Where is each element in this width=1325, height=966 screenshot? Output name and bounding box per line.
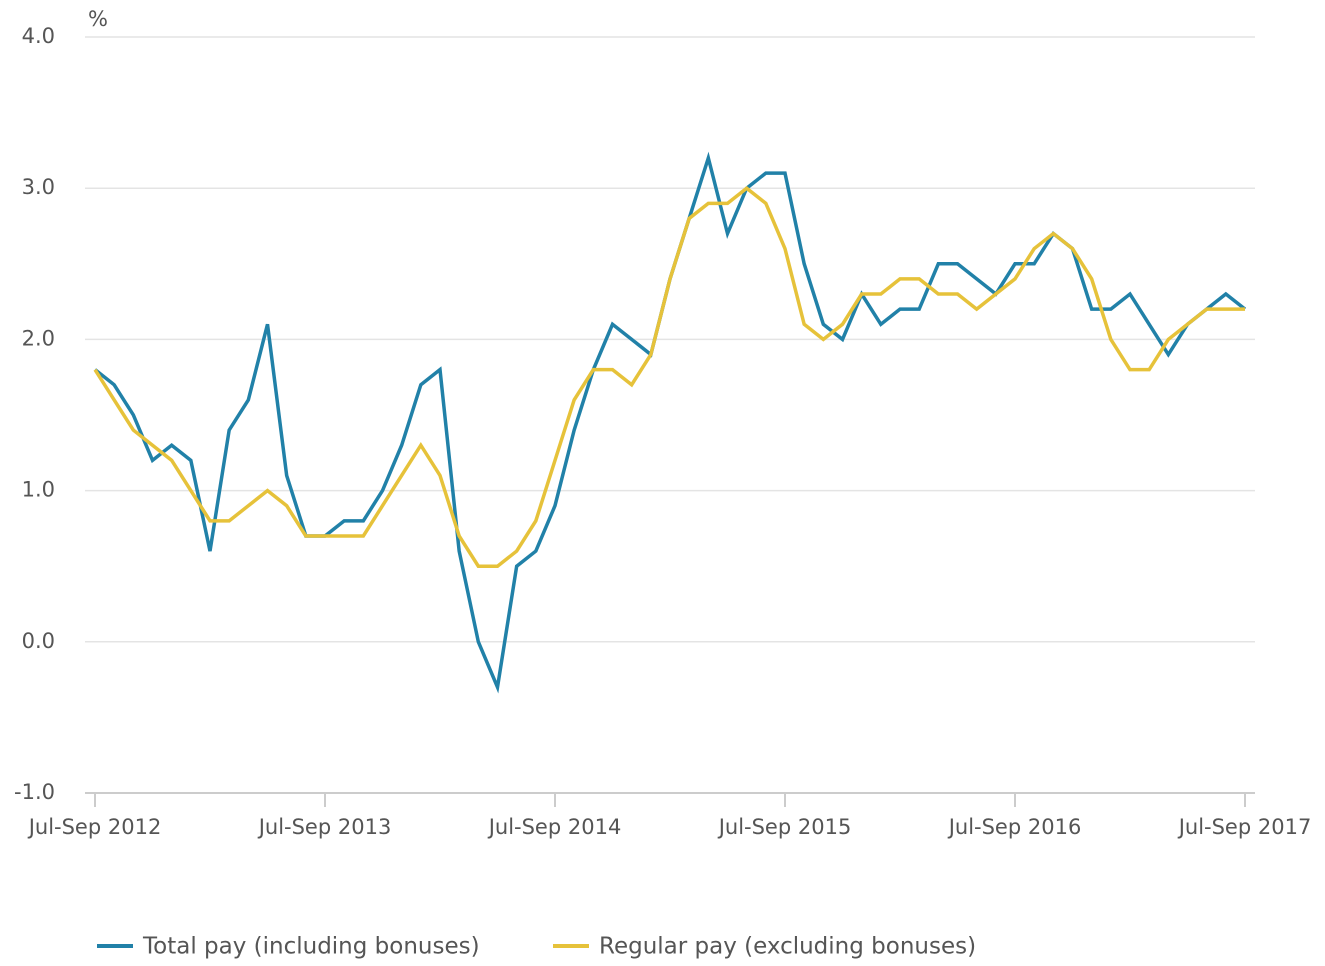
y-tick-label: 0.0	[22, 629, 55, 653]
legend-label: Total pay (including bonuses)	[142, 934, 480, 960]
y-tick-label: 4.0	[22, 24, 55, 48]
y-axis-label: %	[88, 7, 108, 31]
x-tick-label: Jul-Sep 2013	[257, 815, 392, 839]
legend-label: Regular pay (excluding bonuses)	[599, 934, 976, 960]
x-tick-label: Jul-Sep 2015	[717, 815, 852, 839]
y-tick-label: -1.0	[14, 780, 55, 804]
x-tick-label: Jul-Sep 2012	[27, 815, 162, 839]
x-tick-label: Jul-Sep 2017	[1177, 815, 1312, 839]
x-tick-label: Jul-Sep 2014	[487, 815, 622, 839]
x-tick-label: Jul-Sep 2016	[947, 815, 1082, 839]
line-series	[93, 185, 1245, 568]
y-tick-label: 2.0	[22, 326, 55, 350]
y-tick-label: 1.0	[22, 478, 55, 502]
line-series	[93, 151, 1247, 694]
y-tick-label: 3.0	[22, 175, 55, 199]
